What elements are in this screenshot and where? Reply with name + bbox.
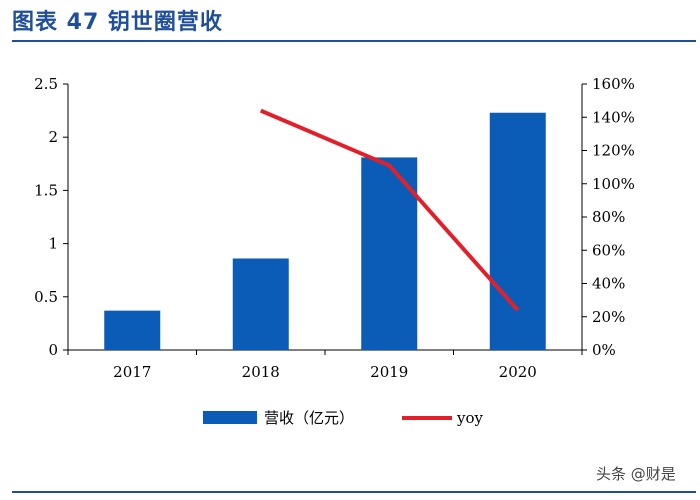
legend-bar-label: 营收（亿元） <box>264 409 354 427</box>
y-left-tick-label: 2 <box>48 128 58 146</box>
yoy-series-line <box>259 108 520 312</box>
x-tick-label: 2018 <box>242 363 280 381</box>
y-left-tick-label: 0.5 <box>34 288 58 306</box>
revenue-bar <box>104 310 161 350</box>
y-right-tick-label: 0% <box>592 341 616 359</box>
y-right-tick-label: 160% <box>592 75 635 93</box>
y-left-tick-label: 2.5 <box>34 75 58 93</box>
y-right-tick-label: 40% <box>592 275 625 293</box>
yoy-line <box>259 108 520 312</box>
legend: 营收（亿元） yoy <box>203 409 484 427</box>
revenue-bar <box>232 258 289 350</box>
title-divider <box>12 40 696 42</box>
x-tick-label: 2017 <box>113 363 151 381</box>
legend-bar-swatch <box>203 411 257 424</box>
y-right-tick-label: 60% <box>592 241 625 259</box>
figure-title: 图表 47 钥世圈营收 <box>12 10 223 35</box>
y-left-tick-label: 1.5 <box>34 181 58 199</box>
y-left-tick-label: 0 <box>48 341 58 359</box>
y-right-tick-label: 80% <box>592 208 625 226</box>
x-tick-label: 2020 <box>499 363 537 381</box>
y-right-tick-label: 140% <box>592 108 635 126</box>
y-right-tick-label: 120% <box>592 142 635 160</box>
x-tick-label: 2019 <box>370 363 408 381</box>
bottom-divider <box>12 491 696 493</box>
revenue-bar <box>361 157 418 350</box>
revenue-bar <box>489 112 546 350</box>
y-left-tick-label: 1 <box>48 235 58 253</box>
watermark-text: 头条 @财是 <box>596 465 676 483</box>
legend-line-label: yoy <box>456 409 484 427</box>
bars <box>104 112 546 350</box>
y-right-tick-label: 100% <box>592 175 635 193</box>
y-right-tick-label: 20% <box>592 308 625 326</box>
axes: 0 0.5 1 1.5 2 2.5 0% 20% 40% 60% 80% 100% 120% 140% 16… <box>34 75 635 381</box>
